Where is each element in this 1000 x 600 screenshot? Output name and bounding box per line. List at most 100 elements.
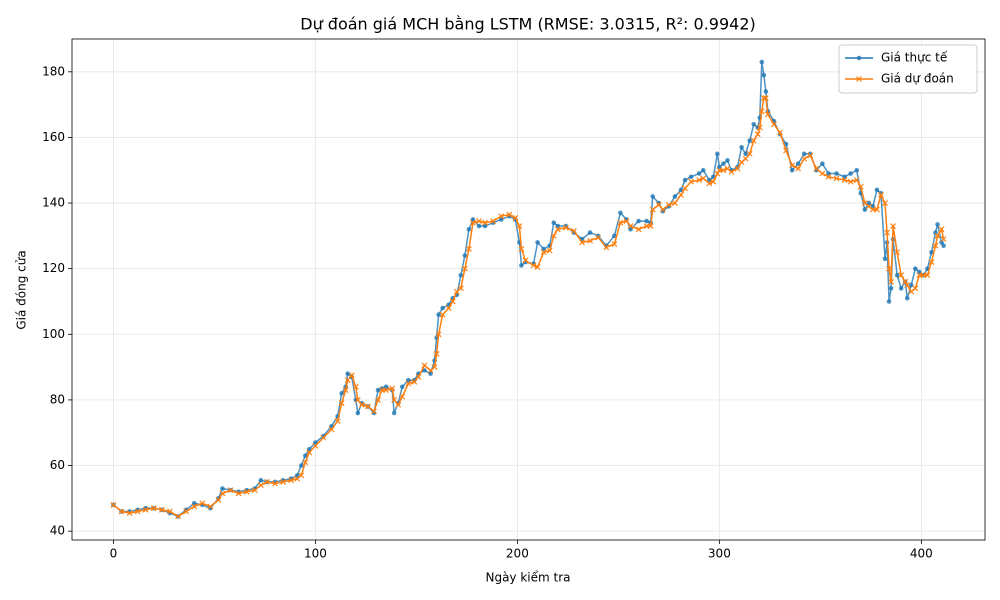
marker xyxy=(747,138,752,144)
marker xyxy=(126,510,133,517)
marker xyxy=(415,374,422,380)
marker xyxy=(672,200,678,206)
marker xyxy=(280,479,287,485)
marker xyxy=(391,396,398,403)
marker xyxy=(587,230,593,235)
y-axis-label: Giá đóng cửa xyxy=(15,250,29,329)
marker xyxy=(406,377,411,383)
marker xyxy=(555,223,561,229)
marker xyxy=(924,272,931,279)
marker xyxy=(751,122,757,127)
marker xyxy=(421,362,428,369)
marker xyxy=(207,503,214,510)
marker xyxy=(118,508,125,515)
marker xyxy=(345,371,351,376)
marker xyxy=(854,167,860,173)
marker xyxy=(644,218,649,224)
marker xyxy=(579,239,585,246)
marker xyxy=(375,396,381,403)
marker xyxy=(795,161,801,166)
marker xyxy=(834,171,839,176)
marker xyxy=(219,490,226,497)
marker xyxy=(433,351,440,357)
y-tick-label: 180 xyxy=(42,64,65,78)
marker xyxy=(935,222,940,227)
marker xyxy=(848,171,853,176)
marker xyxy=(760,95,767,101)
marker xyxy=(354,396,361,403)
marker xyxy=(445,305,452,311)
marker xyxy=(389,385,396,392)
marker xyxy=(150,505,157,512)
marker xyxy=(888,278,894,285)
marker xyxy=(391,410,397,416)
marker xyxy=(833,175,840,182)
legend-label: Giá dự đoán xyxy=(881,72,954,86)
marker xyxy=(688,178,695,185)
marker xyxy=(191,503,198,510)
legend: Giá thực tế Giá dự đoán xyxy=(838,44,978,94)
x-tick-label: 200 xyxy=(506,547,529,561)
marker xyxy=(546,247,553,254)
marker xyxy=(439,311,446,318)
marker xyxy=(933,230,938,235)
marker xyxy=(534,264,541,270)
marker xyxy=(320,434,327,441)
marker xyxy=(759,59,765,65)
marker xyxy=(595,234,602,241)
marker xyxy=(715,151,720,157)
marker xyxy=(339,391,344,396)
marker xyxy=(235,490,242,497)
marker xyxy=(758,108,765,115)
marker xyxy=(764,111,771,118)
marker xyxy=(721,161,726,166)
marker xyxy=(894,249,901,256)
marker xyxy=(913,266,918,271)
marker xyxy=(302,459,309,466)
marker xyxy=(562,224,569,231)
marker xyxy=(628,226,633,232)
marker xyxy=(328,426,335,433)
marker xyxy=(826,171,831,176)
y-tick-label: 140 xyxy=(42,196,65,210)
marker xyxy=(688,174,694,180)
marker xyxy=(756,124,763,131)
y-tick-label: 40 xyxy=(50,524,65,538)
marker xyxy=(878,191,884,198)
marker xyxy=(458,272,464,278)
marker xyxy=(470,219,476,226)
marker xyxy=(399,384,405,390)
x-tick-label: 300 xyxy=(708,547,731,561)
marker xyxy=(940,236,947,243)
marker xyxy=(428,371,433,376)
marker xyxy=(167,508,173,515)
marker xyxy=(777,129,783,136)
y-tick-label: 80 xyxy=(50,392,65,406)
marker xyxy=(257,482,264,489)
series xyxy=(110,95,947,520)
marker xyxy=(813,165,820,172)
marker xyxy=(762,95,769,101)
marker xyxy=(665,201,672,208)
marker xyxy=(522,257,529,264)
marker xyxy=(342,387,349,393)
marker xyxy=(847,178,854,185)
marker xyxy=(801,151,807,157)
marker xyxy=(678,187,684,193)
y-tick-label: 100 xyxy=(42,327,65,341)
marker xyxy=(470,217,476,222)
marker xyxy=(383,387,390,393)
marker xyxy=(519,263,524,268)
marker xyxy=(763,89,769,94)
marker xyxy=(512,214,519,221)
marker xyxy=(696,171,702,176)
y-tick-label: 60 xyxy=(50,458,65,472)
marker xyxy=(199,500,206,507)
marker xyxy=(928,259,935,266)
marker xyxy=(364,403,371,410)
marker xyxy=(678,191,684,198)
marker xyxy=(465,246,472,252)
legend-label: Giá thực tế xyxy=(881,51,948,65)
marker xyxy=(227,487,234,494)
